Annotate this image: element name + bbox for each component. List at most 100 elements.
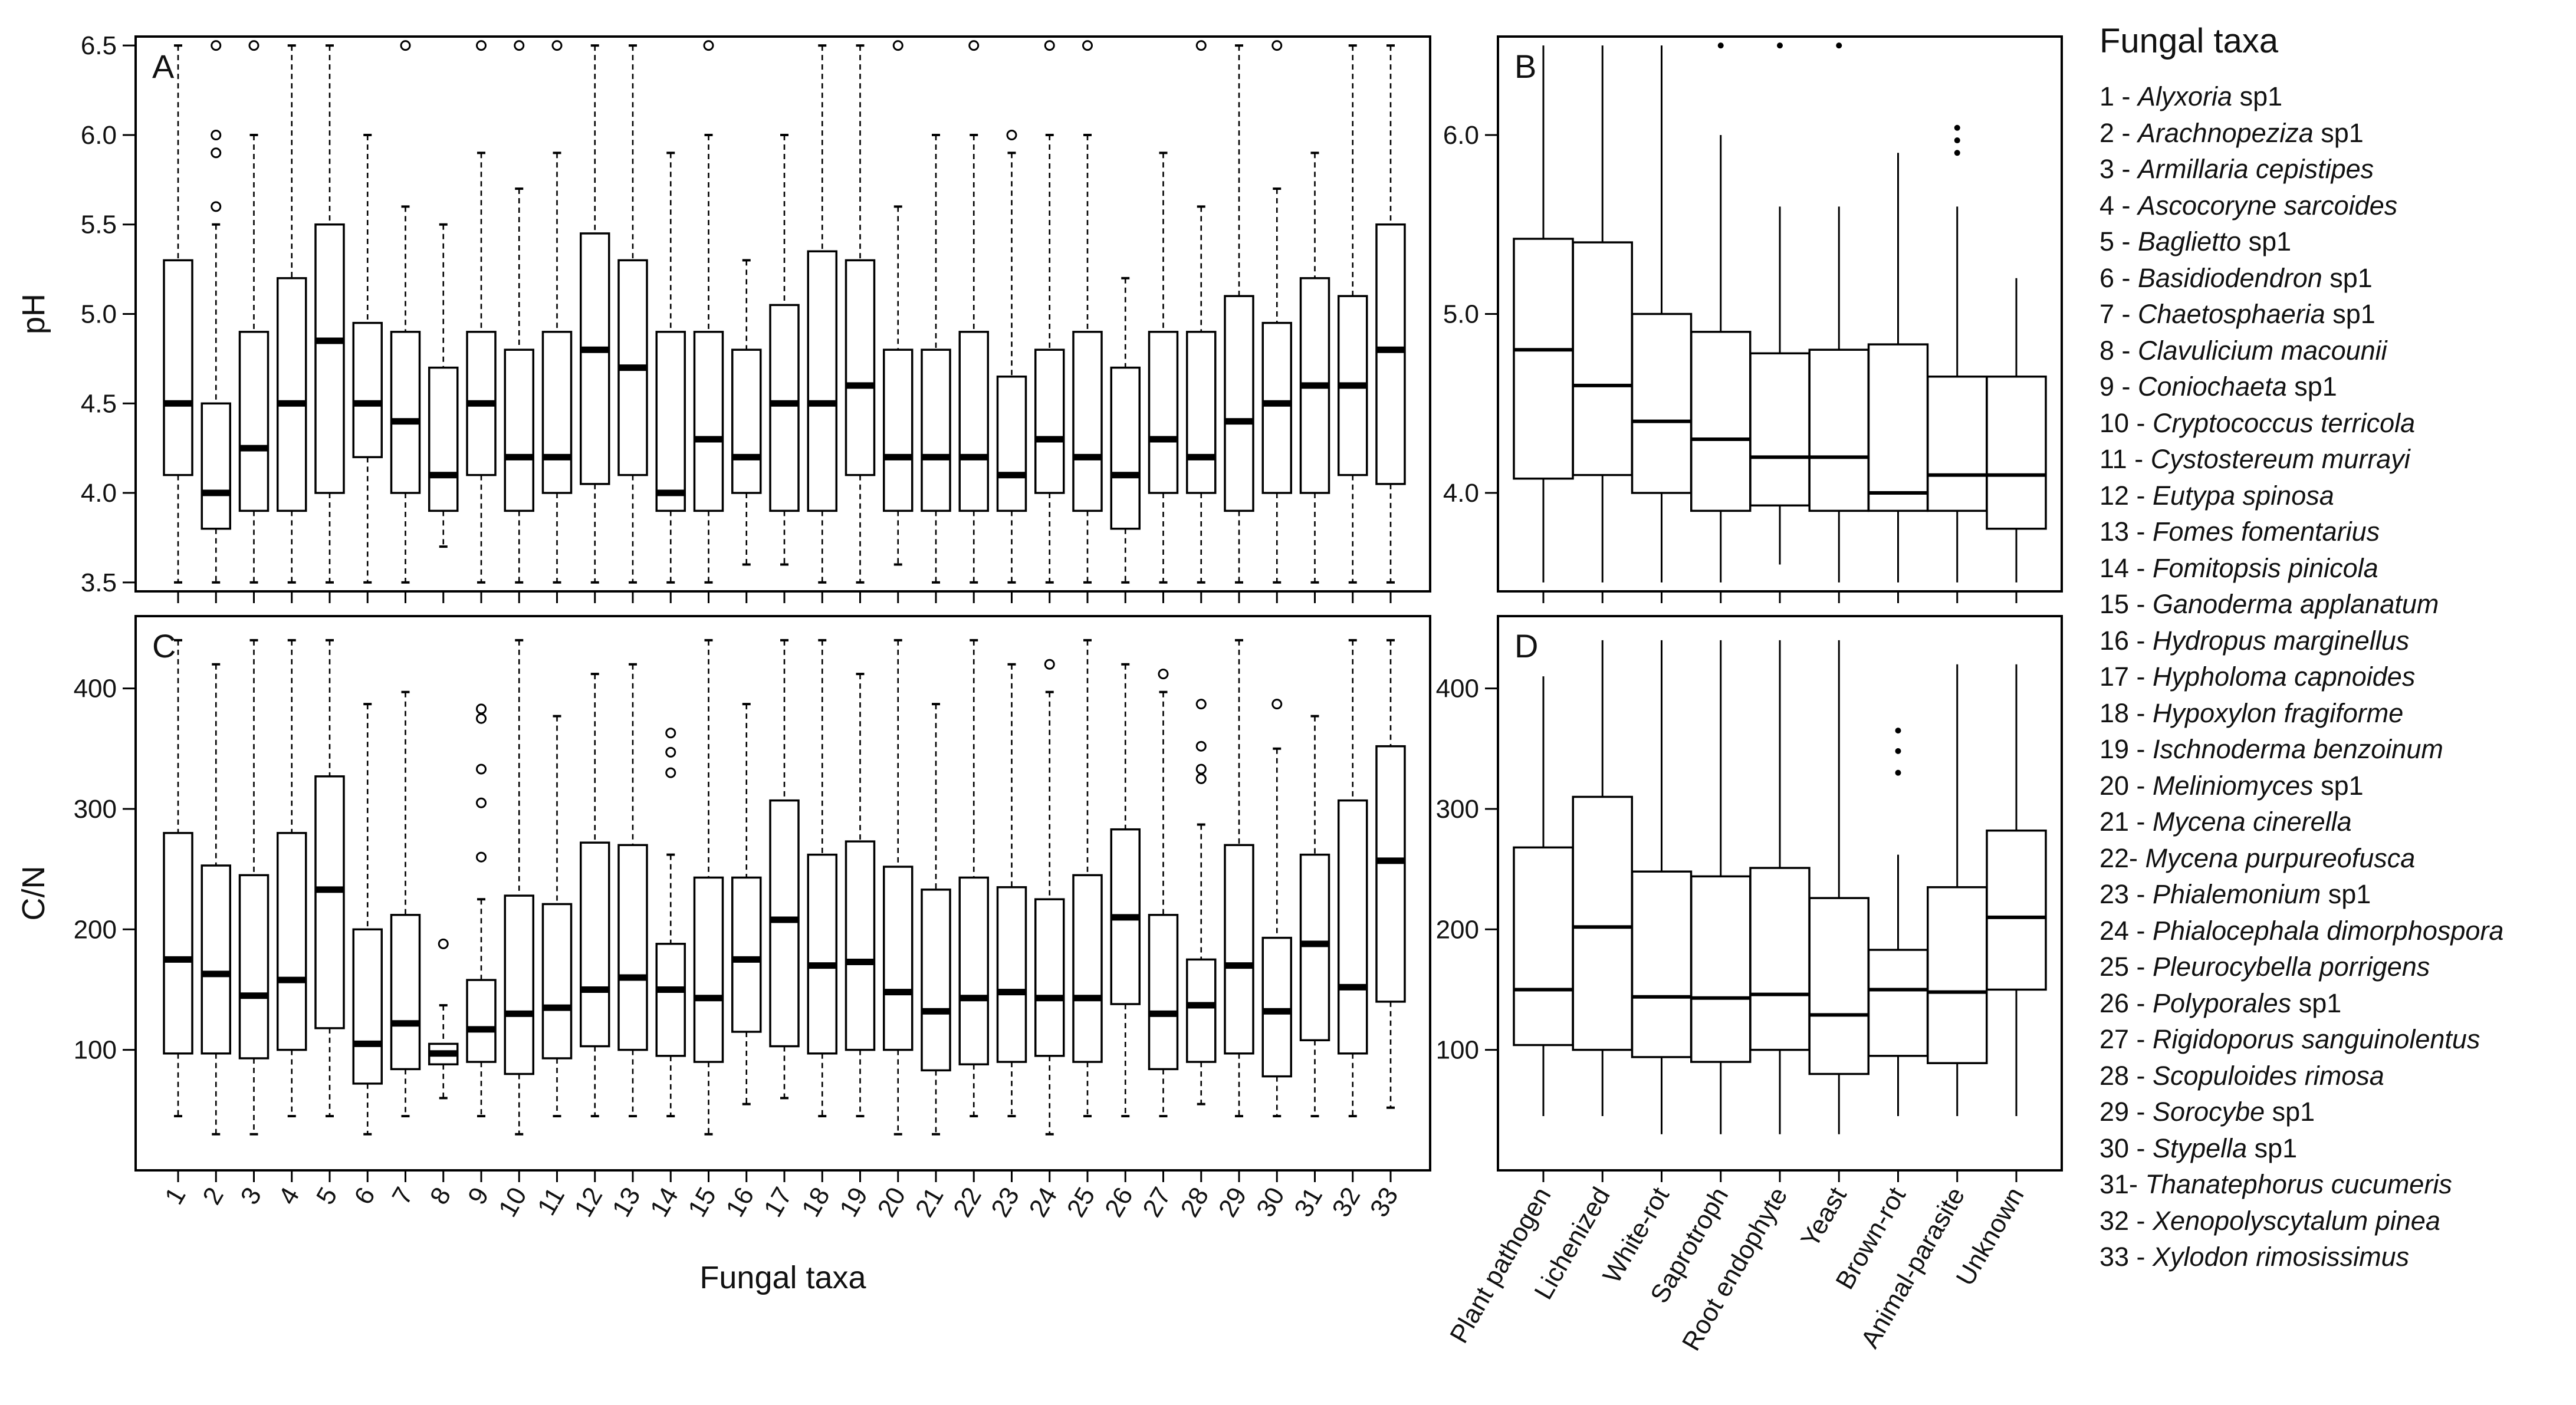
x-tick-label: 24 (1023, 1183, 1063, 1222)
legend-item: 7 - Chaetosphaeria sp1 (2099, 296, 2571, 333)
outlier-point (1082, 40, 1093, 51)
legend-item-species: Coniochaeta (2138, 371, 2287, 402)
box-iqr (1148, 914, 1179, 1071)
box-group (352, 703, 383, 1136)
box-group (580, 44, 610, 584)
box-group (807, 639, 837, 1118)
y-axis-label: C/N (16, 866, 51, 921)
x-tick-label: 7 (386, 1183, 419, 1210)
box-iqr (958, 331, 989, 512)
box-group (921, 133, 951, 584)
legend-item-species: Mycena cinerella (2153, 807, 2352, 837)
box-iqr (238, 331, 270, 512)
box-group (466, 40, 497, 584)
box-iqr (1927, 375, 1988, 512)
legend-item: 32 - Xenopolyscytalum pinea (2099, 1203, 2571, 1239)
legend-item-species: Baglietto (2138, 226, 2242, 256)
legend-item: 33 - Xylodon rimosissimus (2099, 1239, 2571, 1275)
box-iqr (1186, 958, 1217, 1063)
box-iqr (1572, 241, 1633, 476)
x-tick-label: 13 (607, 1183, 646, 1222)
box-group (541, 715, 573, 1118)
box-iqr (921, 348, 951, 512)
box-iqr (693, 876, 724, 1063)
box-iqr (1034, 348, 1065, 494)
outlier-point (211, 40, 222, 51)
box-group (1261, 40, 1292, 584)
box-group (504, 639, 534, 1136)
x-tick-label: 33 (1365, 1183, 1404, 1222)
legend-item-number: 10 - (2099, 407, 2153, 438)
legend-item-number: 20 - (2099, 770, 2153, 801)
box-iqr (1034, 898, 1065, 1057)
box-group (1261, 699, 1292, 1118)
outlier-point (248, 40, 259, 51)
box-group (314, 639, 345, 1118)
x-tick-label: 25 (1062, 1183, 1101, 1222)
legend-item-number: 28 - (2099, 1060, 2153, 1091)
outlier-point (665, 746, 676, 758)
box-iqr (1572, 795, 1633, 1051)
x-tick-label: Yeast (1795, 1183, 1852, 1252)
legend-item-species: Hypholoma capnoides (2153, 662, 2416, 692)
legend-item-species: Cystostereum murrayi (2150, 444, 2410, 474)
box-group (163, 44, 193, 584)
legend-item-number: 14 - (2099, 552, 2153, 583)
legend-list: 1 - Alyxoria sp1 2 - Arachnopeziza sp1 3 -… (2099, 78, 2571, 1275)
legend-item-number: 4 - (2099, 190, 2138, 221)
y-tick-label: 6.5 (81, 31, 117, 60)
outlier-point (1271, 40, 1283, 51)
box-group (958, 639, 989, 1118)
x-tick-label: 28 (1175, 1183, 1214, 1222)
box-iqr (390, 331, 421, 494)
legend-item-species: Xylodon rimosissimus (2153, 1242, 2410, 1272)
x-tick-label: 9 (462, 1183, 495, 1210)
box-iqr (1808, 348, 1869, 512)
box-group (655, 728, 686, 1118)
legend-item: 12 - Eutypa spinosa (2099, 478, 2571, 514)
box-group (1224, 44, 1254, 584)
box-group (1690, 640, 1752, 1134)
legend-item: 2 - Arachnopeziza sp1 (2099, 115, 2571, 152)
box-group (1631, 640, 1693, 1134)
box-iqr (1927, 886, 1988, 1064)
box-group (1338, 639, 1368, 1118)
panel-letter: A (152, 48, 175, 85)
legend-item-species: Xenopolyscytalum pinea (2153, 1205, 2440, 1236)
legend-item-species: Stypella (2153, 1133, 2248, 1163)
legend-item: 29 - Sorocybe sp1 (2099, 1094, 2571, 1130)
box-iqr (352, 928, 383, 1085)
y-tick-label: 400 (1436, 674, 1479, 703)
box-iqr (655, 331, 686, 512)
legend-item: 8 - Clavulicium macounii (2099, 333, 2571, 369)
outlier-point (438, 938, 449, 949)
x-tick-label: 31 (1289, 1183, 1328, 1222)
legend-item-species: Hydropus marginellus (2153, 625, 2410, 656)
legend-item-species: Meliniomyces (2153, 770, 2314, 801)
box-iqr (769, 304, 800, 512)
x-tick-label: 26 (1099, 1183, 1139, 1222)
legend-item-suffix: sp1 (2247, 1133, 2298, 1163)
box-group (1375, 44, 1406, 584)
box-iqr (769, 799, 800, 1048)
legend-item-number: 16 - (2099, 625, 2153, 656)
box-group (845, 44, 876, 584)
legend-item: 9 - Coniochaeta sp1 (2099, 368, 2571, 405)
box-group (390, 40, 421, 584)
x-tick-label: 22 (948, 1183, 987, 1222)
box-group (1224, 639, 1254, 1118)
box-group (314, 44, 345, 584)
box-group (996, 129, 1027, 584)
box-group (1110, 663, 1141, 1118)
box-group (1808, 640, 1869, 1134)
legend-item-number: 2 - (2099, 117, 2138, 148)
box-iqr (352, 321, 383, 459)
panel-a-ph-by-taxa: A 3.5 4.0 4.5 5.0 5.5 6.0 6.5 pH (16, 31, 1431, 603)
x-tick-label: Plant pathogen (1444, 1183, 1556, 1348)
y-tick-label: 400 (74, 674, 117, 703)
box-iqr (163, 832, 193, 1055)
box-iqr (1148, 331, 1179, 494)
legend-item-suffix: sp1 (2286, 371, 2337, 402)
outlier-point (1895, 748, 1901, 754)
legend-item: 20 - Meliniomyces sp1 (2099, 768, 2571, 804)
